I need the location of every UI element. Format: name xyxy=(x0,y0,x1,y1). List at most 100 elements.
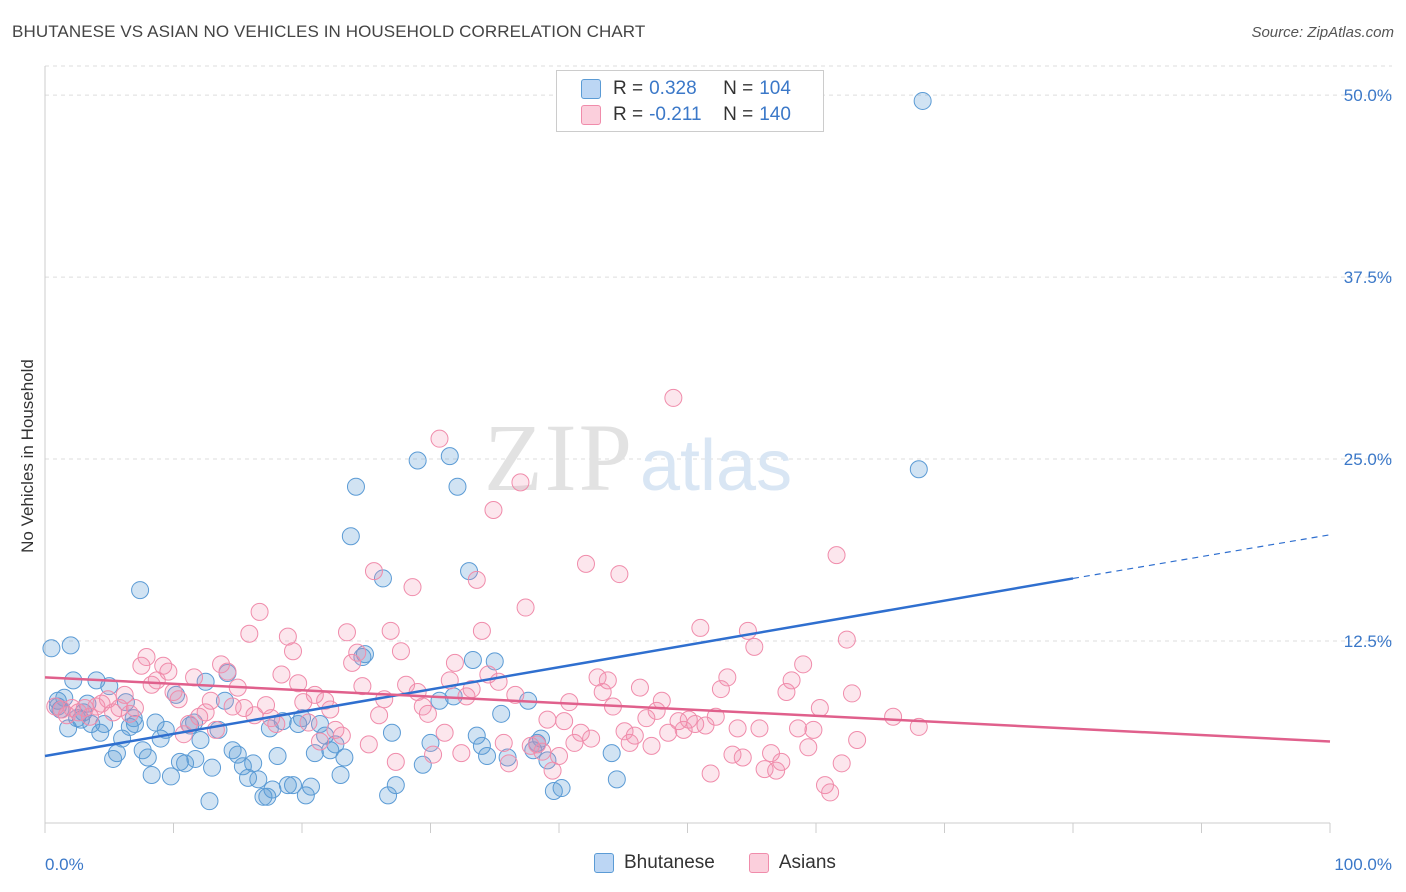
legend-row-asians: R = -0.211 N = 140 xyxy=(581,103,799,127)
n-label: N = xyxy=(723,78,754,99)
data-point xyxy=(550,747,568,766)
data-point xyxy=(379,786,398,805)
data-point xyxy=(642,736,661,755)
chart-title: BHUTANESE VS ASIAN NO VEHICLES IN HOUSEH… xyxy=(12,22,646,41)
legend-row-bhutanese: R = 0.328 N = 104 xyxy=(581,77,799,101)
data-point xyxy=(332,726,351,745)
data-point xyxy=(664,388,683,407)
data-point xyxy=(755,760,774,779)
trend-lines xyxy=(44,534,1331,758)
legend-item-bhutanese: Bhutanese xyxy=(594,852,715,874)
data-point xyxy=(733,748,752,767)
data-point xyxy=(565,733,584,752)
data-point xyxy=(674,720,693,739)
data-point xyxy=(343,653,362,672)
data-point xyxy=(337,623,356,642)
data-point xyxy=(91,723,110,742)
data-point xyxy=(278,776,297,795)
data-point xyxy=(478,747,497,766)
data-point xyxy=(355,645,374,664)
data-point xyxy=(381,621,400,640)
r-label: R = xyxy=(613,78,644,99)
x-tick-label: 0.0% xyxy=(45,855,84,874)
data-point xyxy=(516,598,535,617)
data-point xyxy=(233,757,252,776)
data-point xyxy=(533,742,552,761)
data-point xyxy=(571,723,590,742)
data-point xyxy=(169,690,188,709)
data-point xyxy=(424,745,443,764)
data-point xyxy=(201,691,220,710)
trend-line-bhutanese xyxy=(44,577,1074,758)
n-value-asians: 140 xyxy=(759,104,791,125)
data-point xyxy=(821,783,840,802)
data-point xyxy=(728,719,747,738)
data-point xyxy=(445,653,464,672)
tick-labels: 12.5% 25.0% 37.5% 50.0% 0.0% 100.0% xyxy=(45,86,1392,874)
data-point xyxy=(161,767,180,786)
trend-line-asians xyxy=(44,676,1331,743)
data-point xyxy=(223,697,242,716)
data-point xyxy=(506,685,525,704)
x-tick-label: 100.0% xyxy=(1334,855,1392,874)
data-point xyxy=(403,578,422,597)
data-point xyxy=(61,636,80,655)
data-point xyxy=(448,477,467,496)
data-point xyxy=(723,745,742,764)
legend-label-bhutanese: Bhutanese xyxy=(624,852,715,873)
data-point xyxy=(799,738,818,757)
data-point xyxy=(777,682,796,701)
r-label: R = xyxy=(613,104,644,125)
legend-swatch-bhutanese xyxy=(581,79,601,99)
data-point xyxy=(132,656,151,675)
legend-swatch-asians xyxy=(581,105,601,125)
data-point xyxy=(120,704,139,723)
data-point xyxy=(159,662,178,681)
data-point xyxy=(610,565,629,584)
data-point xyxy=(191,731,210,750)
y-tick-label: 25.0% xyxy=(1344,450,1392,469)
data-point xyxy=(435,723,454,742)
data-point xyxy=(884,707,903,726)
data-point xyxy=(131,581,150,600)
y-axis-label: No Vehicles in Household xyxy=(18,359,37,553)
data-point xyxy=(659,723,678,742)
data-point xyxy=(218,662,237,681)
data-point xyxy=(772,752,791,771)
data-point xyxy=(408,451,427,470)
y-tick-label: 50.0% xyxy=(1344,86,1392,105)
data-point xyxy=(87,697,106,716)
data-point xyxy=(212,655,231,674)
data-point xyxy=(472,621,491,640)
data-point xyxy=(179,715,198,734)
data-point xyxy=(913,91,932,110)
data-point xyxy=(272,665,291,684)
data-point xyxy=(745,637,764,656)
legend-item-asians: Asians xyxy=(748,852,836,874)
series-legend: Bhutanese Asians xyxy=(594,852,870,874)
data-point xyxy=(154,656,173,675)
data-point xyxy=(200,792,219,811)
data-point xyxy=(494,733,513,752)
data-point xyxy=(430,429,449,448)
data-point xyxy=(827,546,846,565)
data-point xyxy=(284,776,303,795)
legend-swatch-bhutanese xyxy=(594,853,614,873)
data-point xyxy=(582,729,601,748)
data-point xyxy=(382,723,401,742)
data-point xyxy=(263,780,282,799)
data-point xyxy=(373,569,392,588)
data-point xyxy=(186,749,205,768)
data-point xyxy=(909,717,928,736)
data-point xyxy=(125,698,144,717)
data-point xyxy=(750,719,769,738)
data-point xyxy=(701,764,720,783)
data-point xyxy=(782,671,801,690)
data-point xyxy=(125,715,144,734)
data-point xyxy=(138,748,157,767)
axes xyxy=(44,66,1331,833)
n-label: N = xyxy=(723,104,754,125)
data-point xyxy=(75,698,94,717)
data-point xyxy=(299,713,318,732)
